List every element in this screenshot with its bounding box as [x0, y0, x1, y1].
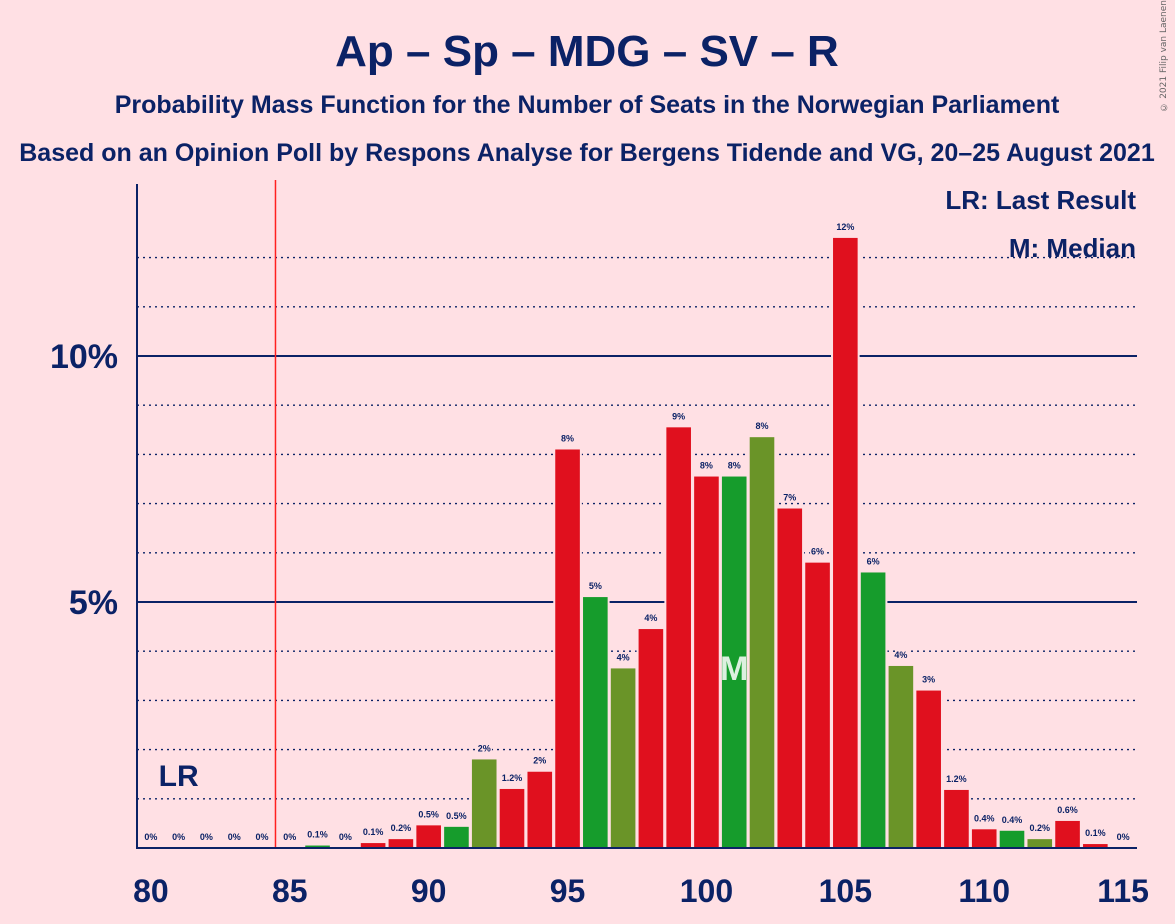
x-tick-label: 105 [819, 873, 872, 909]
x-tick-label: 100 [680, 873, 733, 909]
bar [999, 830, 1025, 848]
bar [749, 437, 775, 848]
bar-value-label: 3% [922, 675, 935, 685]
y-tick-label: 5% [69, 584, 118, 622]
bar-value-label: 4% [894, 650, 907, 660]
last-result-label: LR [159, 760, 199, 793]
bar [721, 476, 747, 848]
bar-value-label: 2% [533, 756, 546, 766]
bar-value-label: 2% [478, 743, 491, 753]
bar [888, 665, 914, 848]
bar-value-label: 8% [728, 461, 741, 471]
bar-value-label: 8% [700, 461, 713, 471]
x-tick-label: 85 [272, 873, 308, 909]
bar-value-label: 6% [867, 556, 880, 566]
bar [833, 237, 858, 849]
y-tick-label: 10% [50, 338, 118, 376]
bar-value-label: 12% [836, 222, 854, 232]
chart-subtitle-source: Based on an Opinion Poll by Respons Anal… [19, 139, 1155, 167]
bar [1083, 844, 1108, 848]
x-tick-label: 110 [958, 873, 1010, 909]
bar [694, 476, 719, 848]
bar-value-label: 0.5% [446, 811, 467, 821]
bar-value-label: 0.4% [974, 813, 995, 823]
legend-median: M: Median [1009, 233, 1136, 263]
bar [583, 597, 608, 848]
bar-value-label: 0% [228, 832, 241, 842]
bar-value-label: 0.5% [418, 809, 439, 819]
bar [666, 427, 691, 848]
bar-value-label: 0.1% [307, 830, 328, 840]
bar-labels-group: 0% 0% 0% 0% 0% 0% 0.1% 0% 0.1% 0.2% 0.5% 0.5% 2% 1.2%… [143, 220, 1131, 843]
bar [305, 845, 330, 848]
x-tick-label: 80 [133, 873, 169, 909]
bar-value-label: 8% [755, 421, 768, 431]
bar-value-label: 7% [783, 493, 796, 503]
bar [388, 839, 414, 848]
bar-value-label: 0% [200, 832, 213, 842]
chart-title: Ap – Sp – MDG – SV – R [335, 27, 839, 76]
bars-group [303, 235, 1110, 849]
bar [638, 629, 664, 848]
bar-value-label: 9% [672, 411, 685, 421]
bar-value-label: 5% [589, 581, 602, 591]
bar-value-label: 0.4% [1002, 815, 1023, 825]
chart-subtitle: Probability Mass Function for the Number… [115, 91, 1060, 119]
bar [471, 759, 497, 848]
bar-value-label: 0.6% [1057, 805, 1078, 815]
bar-value-label: 4% [617, 652, 630, 662]
bar-value-label: 0% [172, 832, 185, 842]
bar [444, 826, 469, 848]
bar [555, 449, 580, 848]
bar-value-label: 0.2% [1030, 823, 1051, 833]
bar [971, 829, 997, 848]
bar [916, 690, 941, 848]
bar [777, 508, 803, 848]
median-marker: M [720, 650, 748, 688]
bar-value-label: 0% [144, 832, 157, 842]
bar-value-label: 0% [339, 832, 352, 842]
axes-group: 80 85 90 95 100 105 110 115 5% 10% [50, 184, 1149, 909]
bar [499, 788, 525, 848]
bar [860, 572, 886, 848]
bar [610, 668, 636, 848]
x-tick-label: 115 [1097, 873, 1149, 909]
x-tick-label: 90 [411, 873, 447, 909]
x-tick-label: 95 [550, 873, 586, 909]
bar-value-label: 6% [811, 547, 824, 557]
bar-value-label: 0% [283, 832, 296, 842]
bar-value-label: 0.2% [391, 823, 412, 833]
bar-value-label: 0.1% [363, 827, 384, 837]
bar [1055, 820, 1080, 848]
legend-last-result: LR: Last Result [945, 185, 1136, 215]
bar-value-label: 0% [255, 832, 268, 842]
bar [416, 825, 441, 848]
bar-value-label: 1.2% [502, 773, 523, 783]
bar [805, 562, 830, 848]
bar-value-label: 4% [644, 613, 657, 623]
bar-value-label: 0.1% [1085, 828, 1106, 838]
bar [1027, 839, 1053, 848]
bar-value-label: 1.2% [946, 774, 967, 784]
bar-value-label: 8% [561, 433, 574, 443]
bar [360, 843, 386, 848]
bar-value-label: 0% [1117, 832, 1130, 842]
bar [944, 789, 969, 848]
bar [527, 771, 553, 848]
